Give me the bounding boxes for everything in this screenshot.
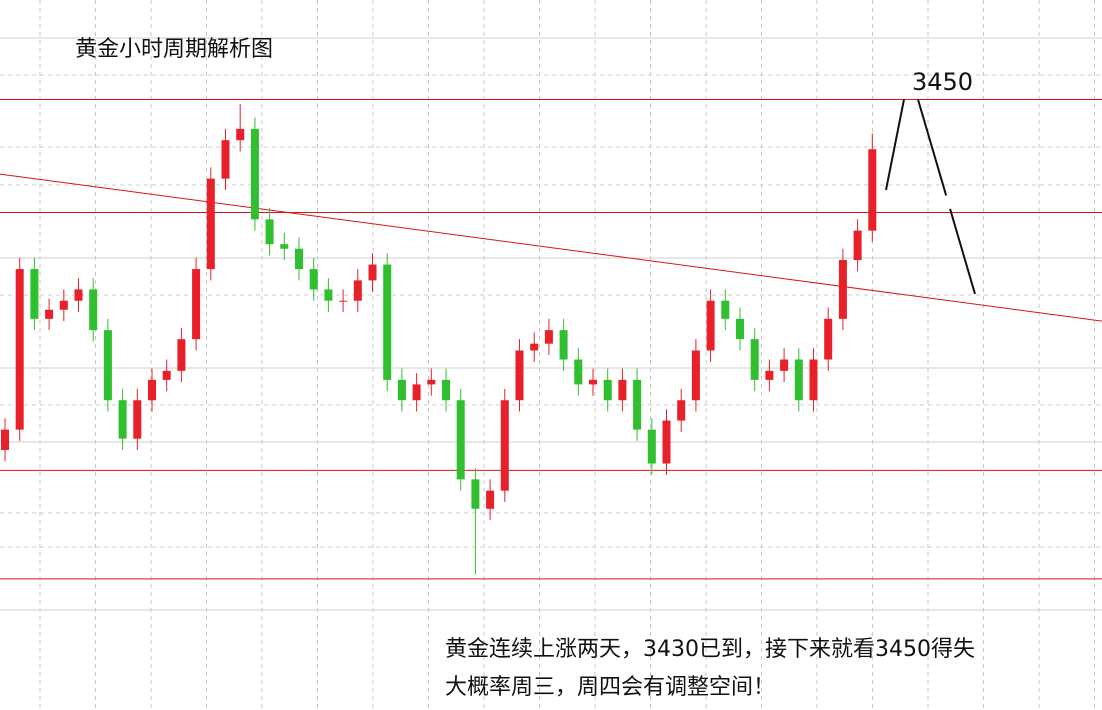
candle-body bbox=[103, 330, 112, 401]
candle-body bbox=[647, 429, 656, 464]
candle-body bbox=[574, 359, 583, 385]
candle-body bbox=[74, 289, 83, 301]
candle-body bbox=[89, 289, 98, 331]
candle-body bbox=[133, 400, 142, 439]
candle-body bbox=[544, 330, 553, 344]
chart-title: 黄金小时周期解析图 bbox=[75, 37, 273, 62]
candle-body bbox=[471, 479, 480, 509]
candle-body bbox=[589, 379, 597, 385]
annotation: 大概率周三，周四会有调整空间！ bbox=[445, 675, 775, 700]
candle-body bbox=[721, 300, 730, 319]
candle-body bbox=[662, 420, 671, 464]
candle-body bbox=[412, 384, 421, 401]
candle-body bbox=[824, 318, 833, 360]
candle-body bbox=[250, 128, 259, 220]
candle-body bbox=[868, 149, 877, 231]
candle-body bbox=[192, 269, 201, 340]
target-label: 3450 bbox=[912, 68, 973, 96]
candle-body bbox=[265, 219, 274, 245]
candle-body bbox=[148, 379, 156, 401]
candle-body bbox=[177, 339, 186, 371]
candle-body bbox=[603, 379, 612, 401]
candle-body bbox=[486, 490, 495, 509]
candle-body bbox=[530, 343, 539, 351]
projection-line bbox=[917, 99, 976, 295]
candle-body bbox=[206, 178, 215, 270]
candle-body bbox=[765, 370, 774, 380]
candle-body bbox=[736, 318, 744, 340]
candle-body bbox=[1, 429, 9, 450]
trend-line bbox=[0, 173, 1102, 322]
candle-body bbox=[691, 350, 700, 401]
candle-body bbox=[30, 269, 39, 319]
candle-body bbox=[309, 269, 318, 290]
candle-body bbox=[750, 339, 759, 380]
candle-body bbox=[368, 264, 377, 281]
candle-body bbox=[853, 230, 862, 261]
candle-body bbox=[794, 359, 803, 401]
candle-body bbox=[59, 300, 68, 310]
candle-body bbox=[427, 379, 436, 385]
candle-body bbox=[324, 289, 333, 301]
candle-body bbox=[295, 248, 303, 270]
candle-body bbox=[618, 379, 627, 401]
candle-body bbox=[15, 269, 24, 430]
candle-body bbox=[118, 400, 127, 439]
candle-body bbox=[559, 330, 568, 360]
candle-body bbox=[383, 264, 392, 380]
candle-body bbox=[633, 379, 642, 430]
candle-body bbox=[809, 359, 818, 401]
candle-body bbox=[515, 350, 524, 401]
candle-body bbox=[45, 309, 54, 319]
candle-body bbox=[339, 300, 348, 302]
candle-body bbox=[397, 379, 406, 401]
candle-body bbox=[442, 379, 450, 401]
candle-body bbox=[677, 400, 686, 421]
candle-body bbox=[221, 140, 230, 179]
candle-body bbox=[780, 359, 789, 371]
candle-body bbox=[706, 300, 715, 351]
candle-body bbox=[162, 370, 171, 380]
marks bbox=[0, 98, 1102, 580]
annotation: 黄金连续上涨两天，3430已到，接下来就看3450得失 bbox=[445, 637, 975, 662]
candle-body bbox=[280, 244, 289, 249]
projection-line bbox=[885, 99, 905, 191]
candle-body bbox=[500, 400, 509, 491]
candle-body bbox=[456, 400, 465, 480]
candle-body bbox=[353, 280, 362, 301]
candle-body bbox=[838, 260, 847, 319]
candle-body bbox=[236, 128, 245, 141]
